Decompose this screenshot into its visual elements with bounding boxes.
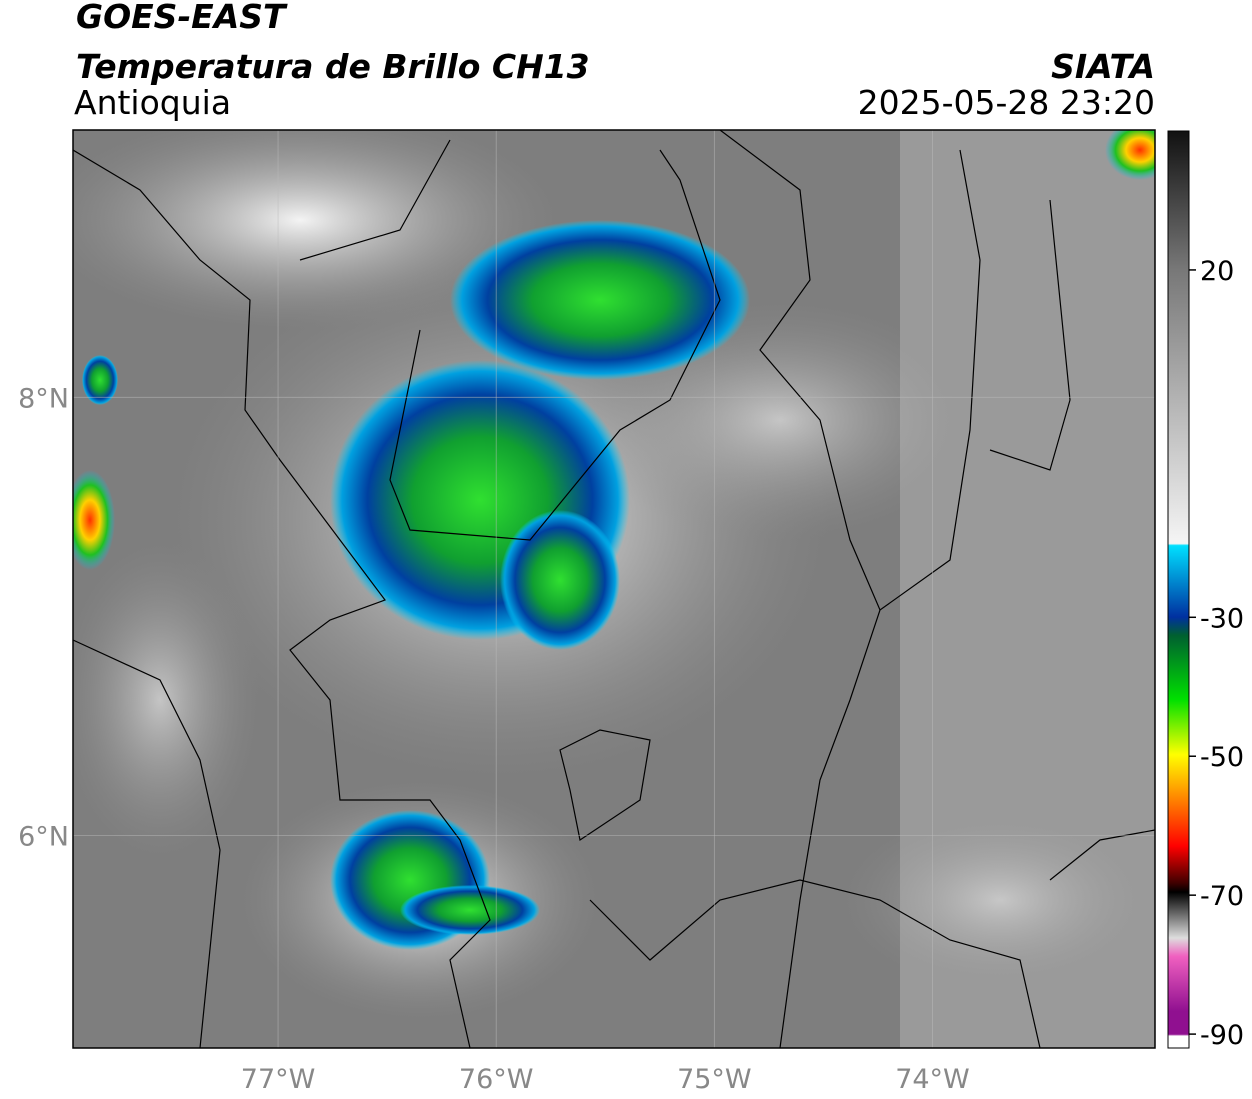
datetime: 2025-05-28 23:20: [858, 83, 1155, 122]
grid: [73, 130, 1155, 1048]
y-tick-label: 8°N: [18, 383, 69, 414]
colorbar-tick-label: -30: [1200, 603, 1244, 634]
region: Antioquia: [74, 83, 231, 122]
y-tick-label: 6°N: [18, 821, 69, 852]
colorbar-tick-label: -70: [1200, 881, 1244, 912]
x-tick-label: 77°W: [241, 1064, 316, 1095]
colorbar-tick-label: -50: [1200, 742, 1244, 773]
colorbar-tick-label: -90: [1200, 1020, 1244, 1051]
x-tick-label: 74°W: [895, 1064, 970, 1095]
subtitle: Temperatura de Brillo CH13: [76, 47, 590, 86]
x-tick-label: 76°W: [459, 1064, 534, 1095]
satellite-image: [73, 130, 1155, 1048]
map-frame: [72, 129, 1156, 1049]
title: GOES-EAST: [76, 0, 288, 36]
colorbar: [1167, 130, 1190, 1049]
colorbar-tick-label: 20: [1200, 256, 1234, 287]
x-tick-label: 75°W: [677, 1064, 752, 1095]
source: SIATA: [1051, 47, 1155, 86]
